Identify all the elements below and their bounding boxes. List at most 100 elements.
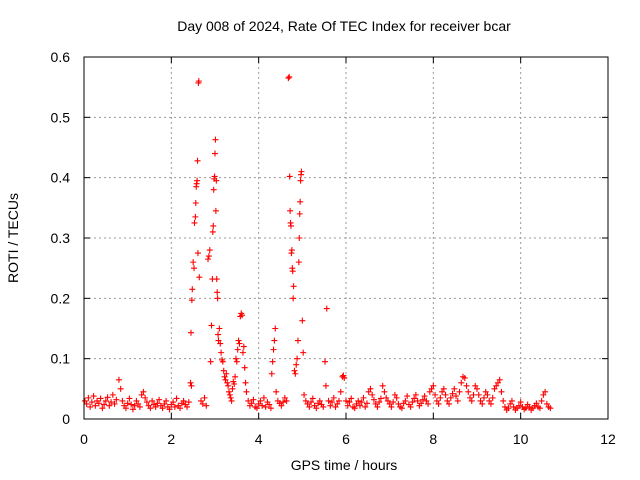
data-point (285, 75, 292, 82)
data-point (147, 405, 154, 412)
data-point (270, 346, 277, 353)
x-axis-tick-labels: 0 2 4 6 8 10 12 (80, 431, 616, 447)
data-point (479, 400, 486, 407)
data-point (384, 397, 391, 404)
data-point (131, 402, 138, 409)
data-point (210, 222, 217, 229)
data-point (149, 397, 156, 404)
grid-lines (84, 57, 608, 419)
data-point (233, 358, 240, 365)
data-point (136, 403, 143, 410)
data-point (124, 400, 131, 407)
data-point (477, 397, 484, 404)
data-point (374, 403, 381, 410)
data-point (475, 391, 482, 398)
data-point (309, 395, 316, 402)
data-point (329, 399, 336, 406)
data-point (287, 207, 294, 214)
data-point (536, 405, 543, 412)
data-point (327, 402, 334, 409)
data-point (236, 340, 243, 347)
data-point (115, 376, 122, 383)
data-point (456, 388, 463, 395)
data-point (487, 400, 494, 407)
data-point (191, 265, 198, 272)
data-point (214, 289, 221, 296)
data-point (418, 400, 425, 407)
y-tick-label: 0.3 (51, 230, 71, 246)
data-point (301, 391, 308, 398)
data-point (372, 400, 379, 407)
data-point (505, 405, 512, 412)
data-point (241, 364, 248, 371)
data-point (88, 399, 95, 406)
data-point (433, 397, 440, 404)
data-point (180, 397, 187, 404)
data-point (135, 400, 142, 407)
data-point (286, 73, 293, 80)
data-point (191, 219, 198, 226)
data-point (217, 340, 224, 347)
data-point (356, 402, 363, 409)
data-point (152, 403, 159, 410)
data-point (192, 213, 199, 220)
data-point (194, 157, 201, 164)
data-point (363, 400, 370, 407)
data-point (330, 394, 337, 401)
data-point (245, 397, 252, 404)
data-point (404, 393, 411, 400)
data-point (295, 259, 302, 266)
data-point (290, 283, 297, 290)
data-point (113, 396, 120, 403)
y-tick-label: 0.2 (51, 290, 71, 306)
data-point (133, 397, 140, 404)
data-point (543, 400, 550, 407)
data-point (293, 361, 300, 368)
data-point (206, 247, 213, 254)
data-point (187, 329, 194, 336)
data-point (344, 402, 351, 409)
data-point (407, 403, 414, 410)
data-point (215, 331, 222, 338)
data-point (313, 405, 320, 412)
data-point (108, 399, 115, 406)
data-point (271, 337, 278, 344)
data-point (294, 337, 301, 344)
data-point (239, 312, 246, 319)
data-point (369, 391, 376, 398)
data-point (430, 382, 437, 389)
data-point (304, 400, 311, 407)
data-point (289, 268, 296, 275)
data-point (154, 400, 161, 407)
data-point (196, 274, 203, 281)
y-tick-label: 0.1 (51, 351, 71, 367)
x-tick-label: 8 (429, 431, 437, 447)
data-point (259, 402, 266, 409)
data-point (209, 228, 216, 235)
data-point (97, 395, 104, 402)
data-point (411, 395, 418, 402)
data-point (194, 250, 201, 257)
data-point (194, 177, 201, 184)
data-point (419, 396, 426, 403)
data-point (388, 403, 395, 410)
data-point (250, 396, 257, 403)
data-point (290, 295, 297, 302)
data-point (272, 325, 279, 332)
data-point (409, 399, 416, 406)
data-point (454, 397, 461, 404)
data-point (211, 173, 218, 180)
data-point (414, 397, 421, 404)
data-point (426, 388, 433, 395)
data-point (393, 394, 400, 401)
data-point (468, 397, 475, 404)
data-point (398, 405, 405, 412)
data-point (143, 399, 150, 406)
data-point (287, 222, 294, 229)
data-point (273, 388, 280, 395)
data-point (235, 337, 242, 344)
data-point (95, 400, 102, 407)
data-point (242, 379, 249, 386)
data-point (428, 385, 435, 392)
data-point (379, 382, 386, 389)
